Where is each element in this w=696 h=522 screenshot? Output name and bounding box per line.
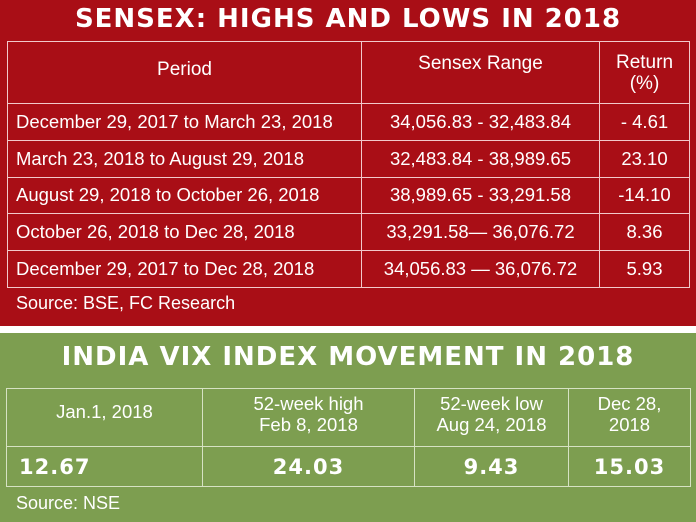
vix-header-line2: Feb 8, 2018 — [259, 414, 358, 435]
return-cell: 5.93 — [599, 250, 690, 288]
return-cell: 23.10 — [599, 139, 690, 178]
vix-panel: INDIA VIX INDEX MOVEMENT IN 2018 Jan.1, … — [0, 333, 696, 522]
vix-header-cell: 52-week low Aug 24, 2018 — [414, 388, 569, 447]
sensex-source: Source: BSE, FC Research — [16, 293, 236, 313]
return-cell: 8.36 — [599, 213, 690, 252]
table-row: December 29, 2017 to Dec 28, 2018 34,056… — [7, 250, 690, 288]
vix-header-line1: Dec 28, — [597, 393, 662, 414]
sensex-title: SENSEX: HIGHS AND LOWS IN 2018 — [74, 4, 622, 34]
period-cell: October 26, 2018 to Dec 28, 2018 — [7, 213, 362, 252]
sensex-panel: SENSEX: HIGHS AND LOWS IN 2018 Period Se… — [0, 0, 696, 326]
vix-header-line2: Aug 24, 2018 — [436, 414, 547, 435]
range-cell: 33,291.58— 36,076.72 — [361, 213, 600, 252]
vix-table: Jan.1, 2018 52-week high Feb 8, 2018 52-… — [6, 388, 691, 487]
range-cell: 34,056.83 — 36,076.72 — [361, 250, 600, 288]
vix-header-line1: Jan.1, 2018 — [56, 401, 153, 422]
sensex-header-row: Period Sensex Range Return (%) — [7, 41, 690, 104]
return-cell: -14.10 — [599, 176, 690, 215]
vix-header-line1: 52-week high — [253, 393, 364, 414]
table-row: December 29, 2017 to March 23, 2018 34,0… — [7, 103, 690, 141]
header-return-label: Return — [615, 52, 674, 73]
header-return: Return (%) — [599, 41, 690, 104]
period-cell: December 29, 2017 to Dec 28, 2018 — [7, 250, 362, 288]
sensex-table: Period Sensex Range Return (%) December … — [7, 41, 690, 288]
vix-header-row: Jan.1, 2018 52-week high Feb 8, 2018 52-… — [6, 388, 691, 447]
return-cell: - 4.61 — [599, 103, 690, 141]
table-row: August 29, 2018 to October 26, 2018 38,9… — [7, 176, 690, 215]
period-cell: March 23, 2018 to August 29, 2018 — [7, 139, 362, 178]
vix-value-dec28: 15.03 — [568, 446, 691, 487]
vix-header-cell: 52-week high Feb 8, 2018 — [202, 388, 415, 447]
vix-header-line1: 52-week low — [440, 393, 543, 414]
vix-title: INDIA VIX INDEX MOVEMENT IN 2018 — [61, 342, 635, 372]
header-period: Period — [7, 41, 362, 104]
period-cell: August 29, 2018 to October 26, 2018 — [7, 176, 362, 215]
vix-source: Source: NSE — [16, 493, 121, 513]
range-cell: 32,483.84 - 38,989.65 — [361, 139, 600, 178]
header-return-unit: (%) — [629, 73, 660, 94]
table-row: October 26, 2018 to Dec 28, 2018 33,291.… — [7, 213, 690, 252]
range-cell: 38,989.65 - 33,291.58 — [361, 176, 600, 215]
range-cell: 34,056.83 - 32,483.84 — [361, 103, 600, 141]
vix-header-cell: Dec 28, 2018 — [568, 388, 691, 447]
vix-header-cell: Jan.1, 2018 — [6, 388, 203, 447]
vix-value-row: 12.67 24.03 9.43 15.03 — [6, 446, 691, 487]
table-row: March 23, 2018 to August 29, 2018 32,483… — [7, 139, 690, 178]
period-cell: December 29, 2017 to March 23, 2018 — [7, 103, 362, 141]
vix-header-line2: 2018 — [608, 414, 651, 435]
vix-value-52w-high: 24.03 — [202, 446, 415, 487]
vix-value-52w-low: 9.43 — [414, 446, 569, 487]
vix-value-jan1: 12.67 — [6, 446, 203, 487]
header-range: Sensex Range — [361, 41, 600, 104]
